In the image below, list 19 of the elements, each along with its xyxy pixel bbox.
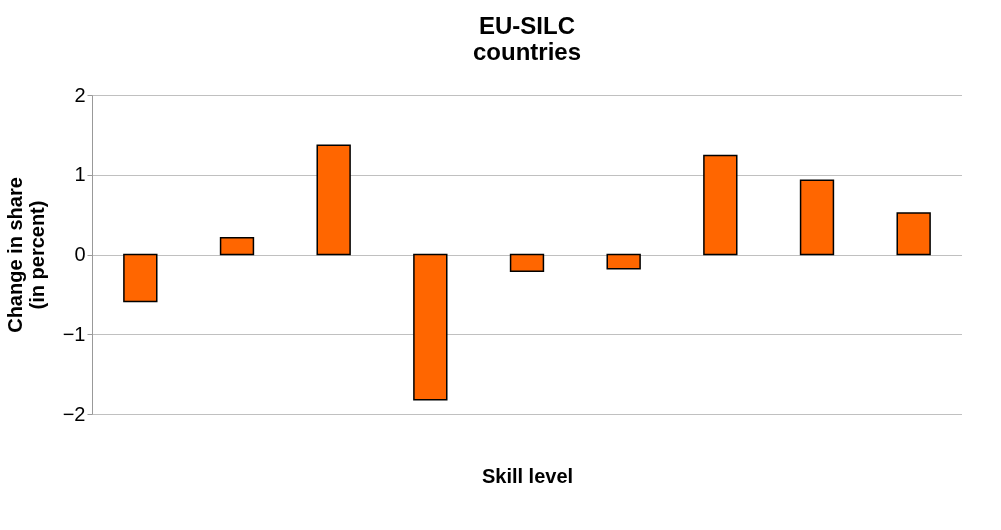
bar: [799, 179, 835, 256]
bar: [123, 253, 158, 303]
y-tick-label: 2: [74, 83, 86, 106]
bar: [606, 253, 641, 270]
bar: [703, 154, 738, 256]
bar: [316, 144, 351, 256]
x-axis-title: Skill level: [481, 464, 574, 487]
bar: [413, 253, 448, 401]
bar: [896, 212, 931, 256]
text: (in percent): [25, 200, 48, 310]
bar: [509, 253, 545, 272]
y-tick-label: −1: [62, 322, 86, 345]
text: EU-SILC: [479, 12, 575, 39]
bar: [219, 237, 255, 256]
text: Change in share: [3, 177, 26, 333]
y-tick-label: 0: [74, 243, 86, 265]
text: countries: [472, 38, 582, 65]
y-tick-label: −2: [62, 402, 86, 425]
y-tick-label: 1: [74, 163, 86, 186]
